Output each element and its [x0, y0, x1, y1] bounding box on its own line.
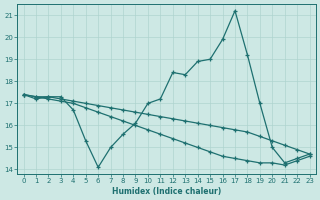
X-axis label: Humidex (Indice chaleur): Humidex (Indice chaleur): [112, 187, 221, 196]
